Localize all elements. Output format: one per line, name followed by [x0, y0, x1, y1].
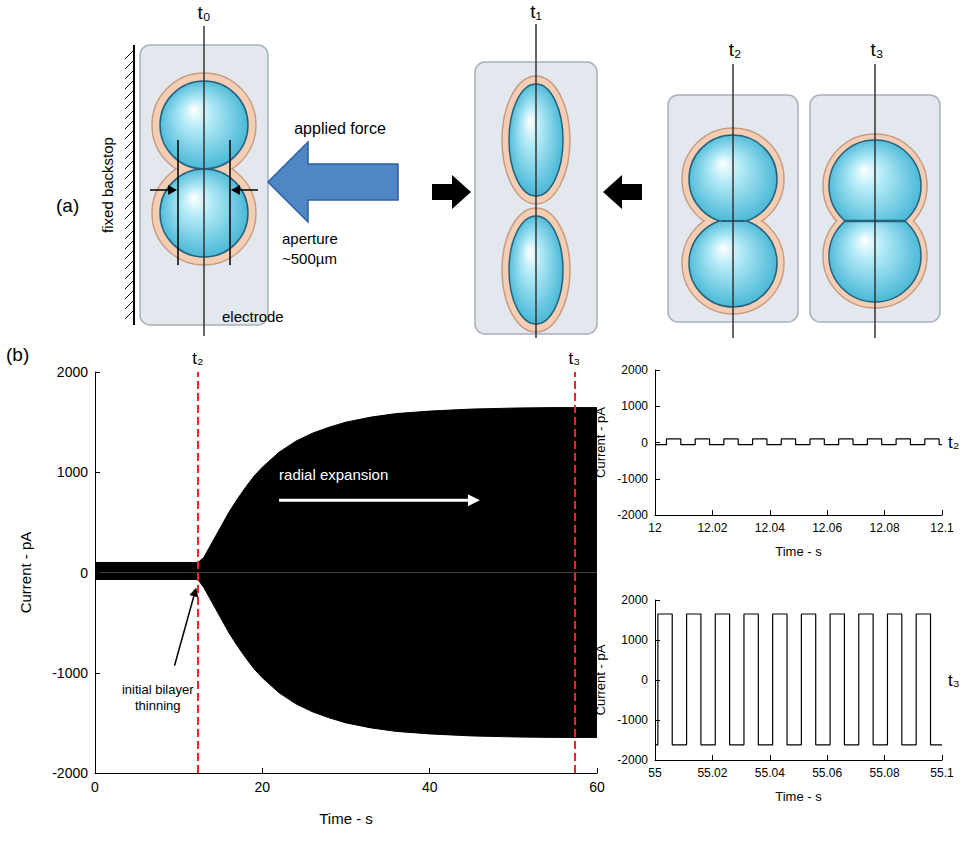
svg-text:12.08: 12.08 [870, 521, 900, 535]
svg-text:applied force: applied force [294, 120, 386, 137]
svg-text:t₃: t₃ [569, 349, 581, 368]
svg-text:0: 0 [641, 436, 648, 450]
svg-text:-2000: -2000 [617, 508, 648, 522]
svg-text:aperture: aperture [282, 230, 338, 247]
svg-text:55: 55 [648, 766, 662, 780]
svg-text:initial bilayer: initial bilayer [122, 682, 194, 697]
svg-text:20: 20 [255, 779, 271, 795]
svg-text:55.04: 55.04 [755, 766, 785, 780]
svg-text:Current - pA: Current - pA [593, 407, 608, 478]
svg-text:55.1: 55.1 [930, 766, 954, 780]
svg-text:(b): (b) [6, 344, 29, 365]
svg-text:Time - s: Time - s [775, 789, 822, 804]
svg-text:Current - pA: Current - pA [17, 532, 34, 614]
svg-text:1000: 1000 [621, 633, 648, 647]
svg-text:-2000: -2000 [617, 753, 648, 767]
svg-text:0: 0 [80, 565, 88, 581]
svg-text:t₃: t₃ [870, 39, 883, 60]
svg-text:fixed backstop: fixed backstop [99, 137, 116, 233]
svg-text:-1000: -1000 [52, 665, 88, 681]
svg-text:t₂: t₂ [192, 349, 203, 368]
svg-text:55.06: 55.06 [812, 766, 842, 780]
svg-text:0: 0 [91, 779, 99, 795]
svg-text:12.06: 12.06 [812, 521, 842, 535]
svg-text:-2000: -2000 [52, 765, 88, 781]
svg-text:40: 40 [422, 779, 438, 795]
svg-text:~500µm: ~500µm [282, 250, 337, 267]
svg-text:Time - s: Time - s [319, 810, 373, 827]
svg-text:2000: 2000 [621, 363, 648, 377]
svg-text:t₁: t₁ [530, 1, 542, 22]
svg-text:-1000: -1000 [617, 472, 648, 486]
svg-text:12: 12 [648, 521, 662, 535]
svg-text:electrode: electrode [222, 308, 284, 325]
svg-text:-1000: -1000 [617, 713, 648, 727]
svg-text:0: 0 [641, 673, 648, 687]
svg-text:2000: 2000 [621, 593, 648, 607]
svg-text:t₂: t₂ [729, 39, 742, 60]
svg-text:t₀: t₀ [197, 2, 210, 23]
svg-text:60: 60 [589, 779, 605, 795]
svg-text:radial expansion: radial expansion [279, 466, 388, 483]
svg-text:1000: 1000 [57, 464, 88, 480]
svg-text:1000: 1000 [621, 399, 648, 413]
svg-text:2000: 2000 [57, 364, 88, 380]
svg-text:t₃: t₃ [948, 671, 960, 690]
svg-text:t₂: t₂ [948, 433, 959, 452]
svg-text:thinning: thinning [135, 698, 181, 713]
svg-text:12.04: 12.04 [755, 521, 785, 535]
svg-text:12.1: 12.1 [930, 521, 954, 535]
svg-text:Time - s: Time - s [775, 544, 822, 559]
svg-text:12.02: 12.02 [697, 521, 727, 535]
svg-text:55.08: 55.08 [870, 766, 900, 780]
svg-text:Current - pA: Current - pA [593, 644, 608, 716]
svg-text:55.02: 55.02 [697, 766, 727, 780]
svg-text:(a): (a) [56, 195, 79, 216]
